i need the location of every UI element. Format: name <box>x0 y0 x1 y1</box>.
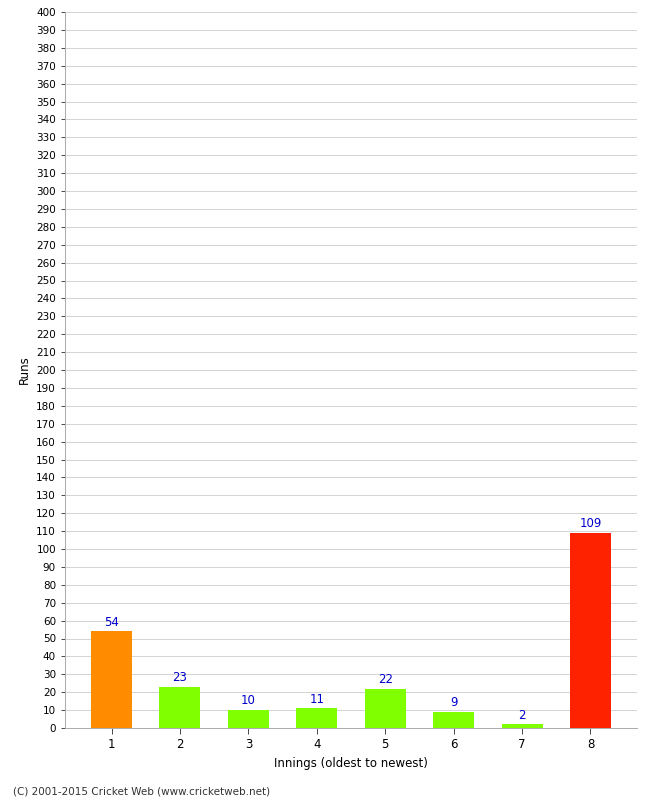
Text: 109: 109 <box>579 518 602 530</box>
Y-axis label: Runs: Runs <box>18 356 31 384</box>
Text: 54: 54 <box>104 616 119 629</box>
Text: 10: 10 <box>241 694 256 707</box>
Bar <box>296 708 337 728</box>
Text: 23: 23 <box>172 671 187 684</box>
Bar <box>502 725 543 728</box>
Text: (C) 2001-2015 Cricket Web (www.cricketweb.net): (C) 2001-2015 Cricket Web (www.cricketwe… <box>13 786 270 796</box>
Text: 11: 11 <box>309 693 324 706</box>
Bar <box>365 689 406 728</box>
Bar <box>159 687 200 728</box>
Bar <box>91 631 132 728</box>
Text: 9: 9 <box>450 696 458 710</box>
Bar <box>228 710 269 728</box>
X-axis label: Innings (oldest to newest): Innings (oldest to newest) <box>274 757 428 770</box>
Bar <box>570 533 611 728</box>
Bar <box>433 712 474 728</box>
Text: 22: 22 <box>378 673 393 686</box>
Text: 2: 2 <box>518 709 526 722</box>
